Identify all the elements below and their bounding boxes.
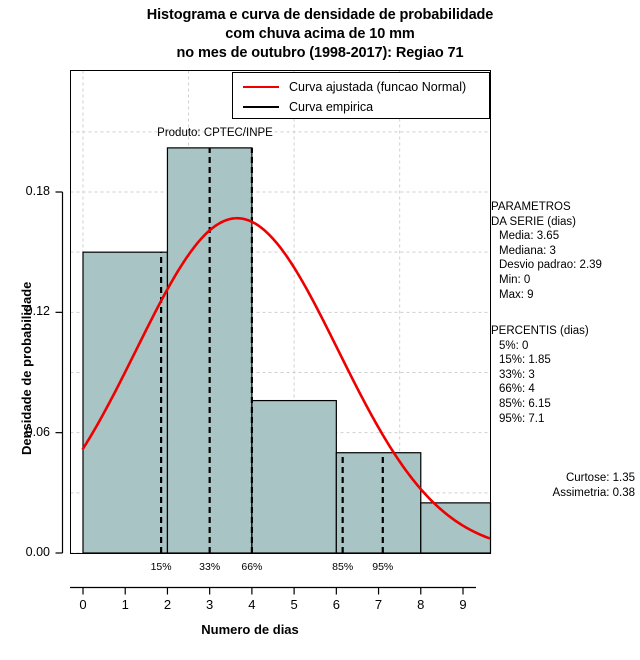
parametros-media: Media: 3.65	[499, 230, 560, 243]
legend-swatch-empirical	[243, 105, 279, 108]
legend-swatch-fitted	[243, 85, 279, 88]
percentis-panel: PERCENTIS (dias) 5%: 0 15%: 1.85 33%: 3 …	[491, 324, 589, 426]
legend-label-empirical: Curva empirica	[289, 99, 374, 114]
parametros-panel: PARAMETROS DA SERIE (dias) Media: 3.65 M…	[491, 200, 602, 302]
percentile-label: 85%	[332, 561, 354, 573]
percentil-15: 15%: 1.85	[499, 354, 551, 367]
histogram-bar	[335, 452, 422, 554]
y-tick-label: 0.12	[25, 304, 50, 319]
title-line-1: Histograma e curva de densidade de proba…	[146, 7, 494, 23]
x-tick-label: 5	[290, 597, 298, 612]
shape-stats-panel: Curtose: 1.35 Assimetria: 0.38	[489, 471, 635, 500]
percentile-label: 66%	[241, 561, 263, 573]
histogram-bars	[82, 147, 492, 554]
legend-item-empirical: Curva empirica	[233, 96, 373, 117]
histogram-bar	[82, 251, 169, 554]
x-tick-label: 0	[79, 597, 87, 612]
parametros-min: Min: 0	[499, 273, 531, 286]
title-line-2: com chuva acima de 10 mm	[225, 26, 415, 42]
parametros-mediana: Mediana: 3	[499, 244, 556, 257]
x-tick-label: 9	[459, 597, 467, 612]
curtose-value: Curtose: 1.35	[565, 472, 635, 484]
legend-item-fitted: Curva ajustada (funcao Normal)	[233, 76, 466, 97]
parametros-desvio-padrao: Desvio padrao: 2.39	[499, 259, 602, 272]
percentile-label: 95%	[372, 561, 394, 573]
plot-frame	[70, 70, 491, 554]
percentil-33: 33%: 3	[499, 368, 535, 381]
x-axis-title: Numero de dias	[201, 622, 299, 637]
parametros-heading-2: DA SERIE (dias)	[491, 215, 576, 228]
histogram-bar	[251, 399, 337, 554]
legend-label-fitted: Curva ajustada (funcao Normal)	[289, 79, 467, 94]
percentile-label: 15%	[150, 561, 172, 573]
y-tick-label: 0.06	[25, 424, 50, 439]
x-tick-label: 2	[163, 597, 172, 612]
produto-annotation: Produto: CPTEC/INPE	[157, 127, 273, 139]
y-tick-label: 0.00	[25, 545, 50, 559]
percentil-66: 66%: 4	[499, 383, 535, 396]
assimetria-value: Assimetria: 0.38	[552, 486, 635, 499]
x-tick-label: 4	[248, 597, 256, 612]
parametros-max: Max: 9	[499, 288, 534, 301]
histogram-bar	[420, 502, 492, 554]
y-tick-label: 0.18	[25, 184, 50, 198]
x-tick-label: 1	[121, 597, 129, 612]
x-tick-label: 6	[332, 597, 340, 612]
parametros-heading-1: PARAMETROS	[491, 201, 571, 213]
x-tick-label: 3	[206, 597, 214, 612]
axis-tick-marks	[55, 191, 476, 595]
percentil-95: 95%: 7.1	[499, 412, 545, 425]
x-tick-label: 8	[417, 597, 425, 612]
percentil-5: 5%: 0	[499, 339, 529, 352]
page-title: Histograma e curva de densidade de proba…	[0, 6, 640, 63]
x-tick-label: 7	[374, 597, 383, 612]
fitted-normal-curve	[81, 216, 491, 540]
percentil-85: 85%: 6.15	[499, 397, 551, 410]
percentis-heading: PERCENTIS (dias)	[491, 325, 589, 337]
percentile-label: 33%	[199, 561, 221, 573]
legend: Curva ajustada (funcao Normal) Curva emp…	[232, 72, 490, 119]
title-line-3: no mes de outubro (1998-2017): Regiao 71	[176, 45, 464, 61]
